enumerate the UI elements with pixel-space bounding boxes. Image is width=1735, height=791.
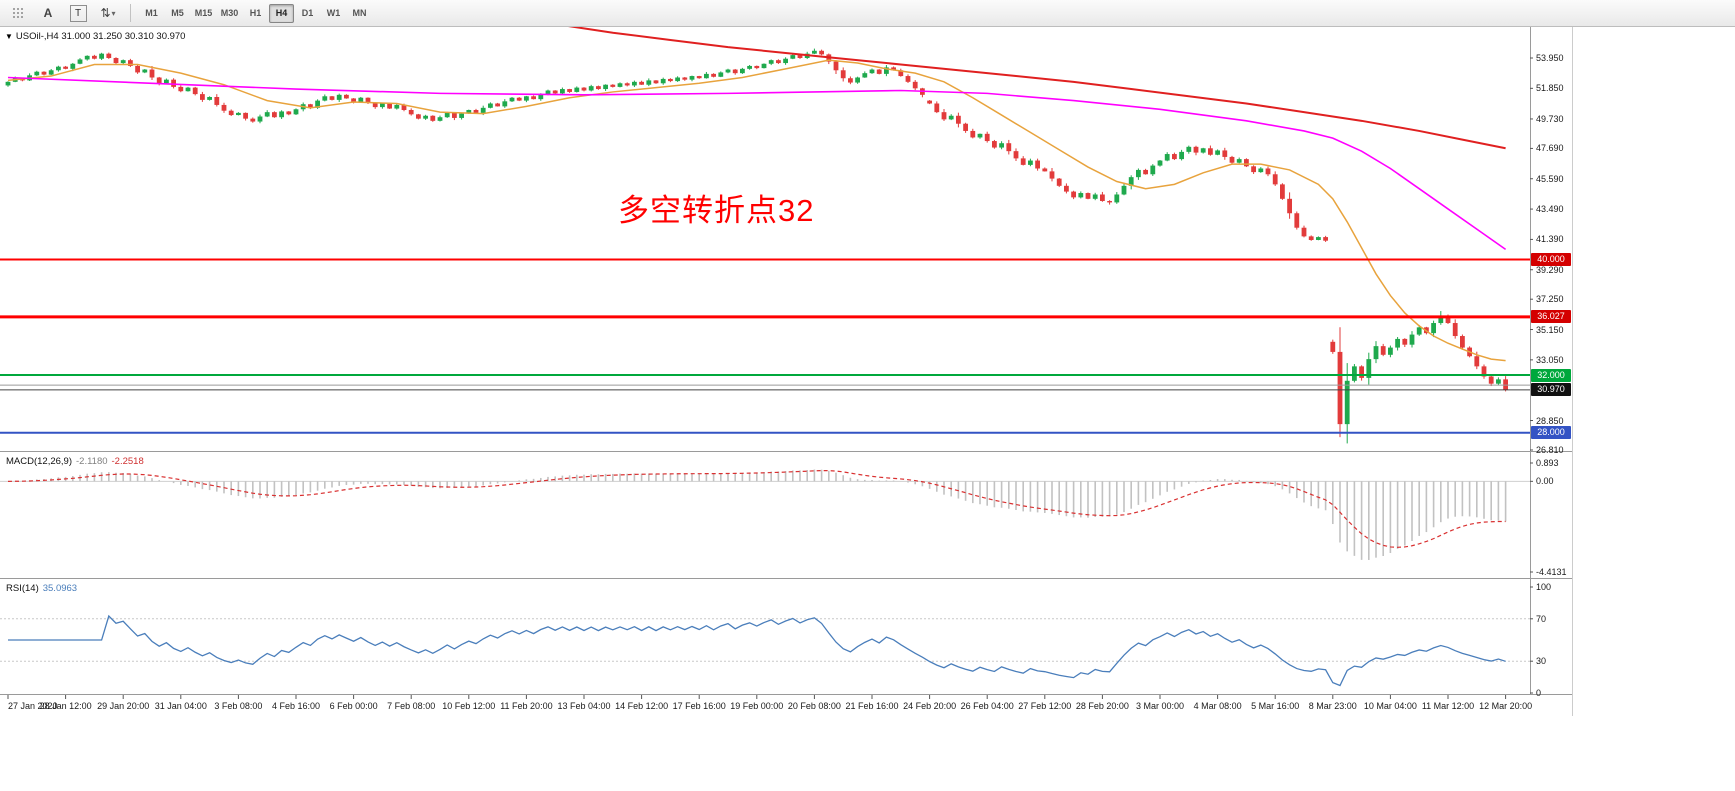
text-tool-icon: T (69, 4, 87, 22)
cycle-tool-button[interactable]: ⇅ ▾ (94, 2, 122, 24)
arrows-updown-icon: ⇅ (100, 6, 111, 20)
font-tool-button[interactable]: A (43, 6, 53, 20)
ma-mid-magenta (7, 76, 1507, 251)
grip-icon[interactable] (4, 2, 32, 24)
ma-slow-red (568, 27, 1506, 150)
chart-window: ▼ USOil-,H4 31.000 31.250 30.310 30.970 多… (0, 27, 1573, 716)
grip-dots-icon (13, 8, 23, 18)
chart-canvas[interactable] (0, 27, 1572, 716)
rsi-line (8, 614, 1506, 687)
timeframe-button-m1[interactable]: M1 (145, 8, 158, 18)
timeframe-button-d1[interactable]: D1 (301, 8, 314, 18)
text-tool-button[interactable]: T (64, 2, 92, 24)
timeframe-button-m15[interactable]: M15 (194, 8, 213, 18)
timeframe-button-w1[interactable]: W1 (326, 8, 341, 18)
candles-layer (5, 48, 1508, 444)
timeframe-button-m5[interactable]: M5 (171, 8, 184, 18)
macd-signal-line (7, 470, 1506, 548)
timeframe-button-h4[interactable]: H4 (269, 3, 294, 23)
ma-fast-orange (7, 59, 1506, 362)
toolbar: A T ⇅ ▾ M1 M5 M15 M30 H1 H4 D1 W1 MN (0, 0, 1735, 27)
timeframe-button-h1[interactable]: H1 (249, 8, 262, 18)
macd-histogram (14, 469, 1507, 560)
timeframe-button-m30[interactable]: M30 (220, 8, 239, 18)
timeframe-group: M1 M5 M15 M30 H1 H4 D1 W1 MN (139, 3, 372, 23)
toolbar-separator (130, 4, 131, 22)
caret-down-icon: ▾ (111, 8, 116, 18)
timeframe-button-mn[interactable]: MN (352, 8, 367, 18)
